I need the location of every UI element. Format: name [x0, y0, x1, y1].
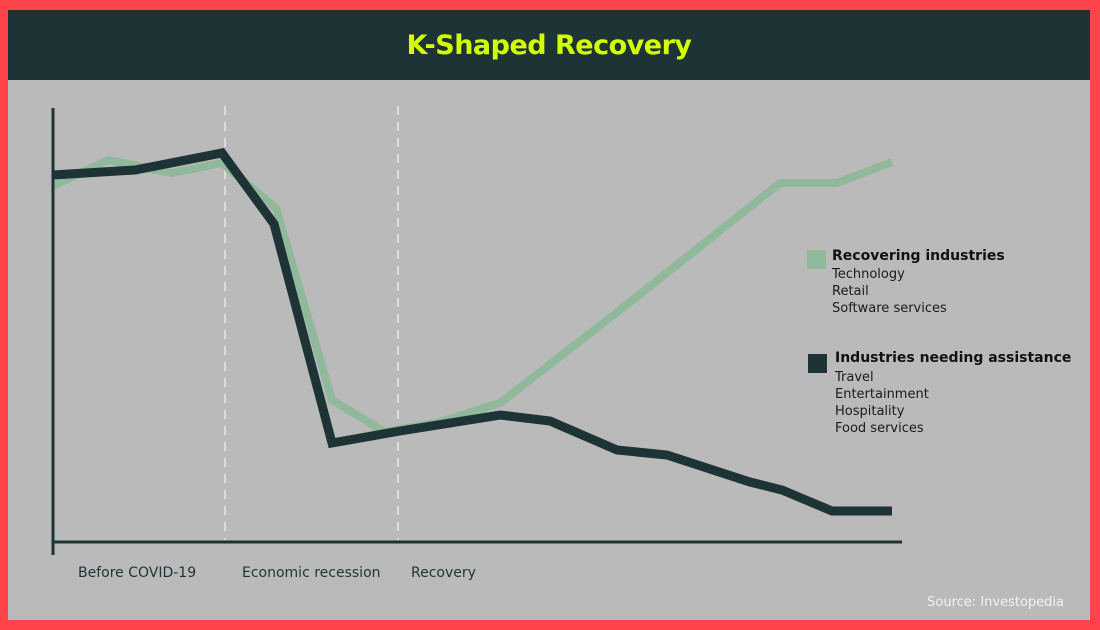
x-label-before-covid: Before COVID-19	[78, 565, 197, 581]
legend-item: Food services	[835, 421, 924, 436]
legend-label-assistance: Industries needing assistance	[835, 350, 1072, 366]
legend-item: Travel	[835, 370, 874, 385]
legend-label-recovering: Recovering industries	[832, 248, 1005, 264]
legend-item: Hospitality	[835, 404, 905, 419]
legend-swatch-assistance	[808, 354, 827, 373]
source-credit: Source: Investopedia	[927, 595, 1064, 610]
header-bar: K-Shaped Recovery	[8, 10, 1090, 80]
line-chart	[51, 106, 902, 555]
chart-title: K-Shaped Recovery	[406, 29, 692, 61]
legend-swatch-recovering	[807, 250, 826, 269]
period-dividers	[224, 106, 399, 540]
x-label-recession: Economic recession	[242, 565, 381, 581]
legend-item: Software services	[832, 301, 947, 316]
legend-item: Retail	[832, 284, 869, 299]
assistance-industries-line	[52, 148, 892, 516]
chart-frame: K-Shaped Recovery Before COVID-19 Econom…	[8, 10, 1090, 620]
x-label-recovery: Recovery	[411, 565, 476, 581]
legend-item: Technology	[832, 267, 905, 282]
legend-item: Entertainment	[835, 387, 929, 402]
recovering-industries-line	[51, 155, 894, 437]
